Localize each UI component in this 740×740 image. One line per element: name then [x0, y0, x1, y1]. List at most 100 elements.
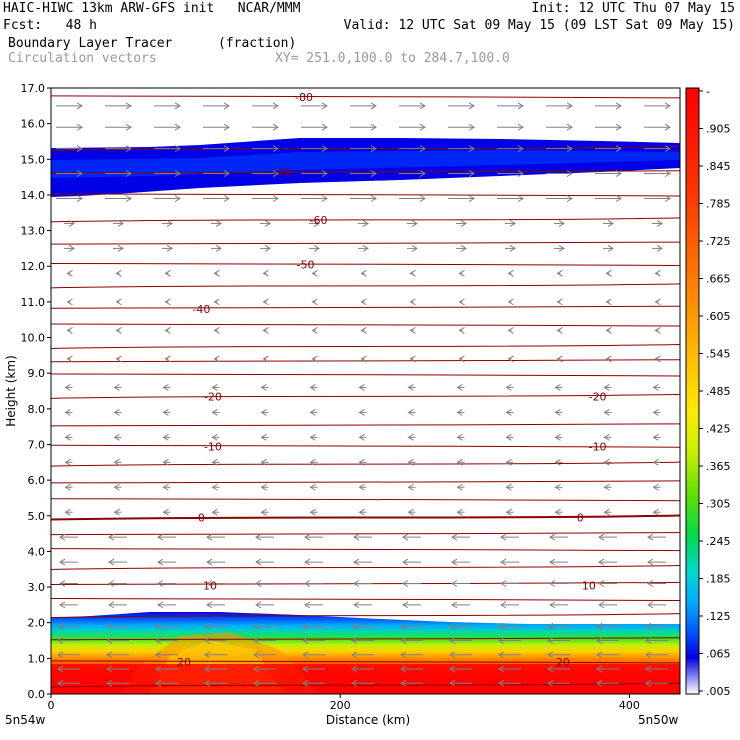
vector-head: [554, 508, 561, 516]
vector-head: [505, 433, 512, 441]
vector-head: [174, 123, 181, 131]
header-line2-left: Fcst: 48 h: [3, 18, 97, 33]
vector-head: [566, 123, 573, 131]
colorbar-tick-label: .665: [706, 273, 731, 286]
vector-head: [164, 326, 171, 334]
vector-head: [456, 384, 463, 391]
vector-head: [108, 558, 115, 566]
contour-line: [51, 217, 680, 223]
vector-head: [603, 433, 610, 441]
vector-head: [351, 679, 358, 687]
y-tick-label: 4.0: [28, 545, 46, 558]
vector-head: [400, 637, 407, 644]
vector-head: [458, 355, 465, 363]
y-tick-label: 7.0: [28, 438, 46, 451]
vector-head: [456, 408, 463, 416]
x-tick-label: 0: [48, 699, 55, 712]
contour-label: -40: [192, 303, 210, 316]
vector-head: [64, 433, 71, 441]
vector-head: [647, 601, 654, 609]
vector-head: [554, 483, 561, 491]
vector-head: [556, 298, 563, 306]
contour-label: -20: [204, 390, 222, 403]
y-tick-label: 10.0: [21, 332, 46, 345]
vector-head: [157, 601, 164, 609]
vector-head: [370, 195, 377, 202]
vector-head: [262, 269, 269, 277]
vector-head: [358, 433, 365, 441]
vector-head: [456, 483, 463, 491]
vector-head: [113, 483, 120, 491]
circulation-vectors: [56, 102, 671, 687]
vector-head: [407, 408, 414, 416]
vector-head: [302, 651, 309, 659]
vector-head: [411, 244, 418, 252]
vector-head: [598, 580, 605, 587]
y-tick-label: 15.0: [21, 153, 46, 166]
vector-head: [125, 170, 132, 177]
vector-head: [321, 195, 328, 202]
vector-head: [174, 195, 181, 202]
vector-head: [59, 580, 66, 587]
vector-head: [211, 483, 218, 491]
y-tick-label: 0.0: [28, 688, 46, 701]
contour-line: [51, 323, 680, 327]
vector-head: [596, 622, 603, 630]
vector-head: [598, 558, 605, 566]
contour-label: -50: [297, 258, 315, 271]
vector-head: [117, 244, 124, 252]
contour-line: [51, 660, 680, 664]
vector-head: [113, 408, 120, 416]
vector-head: [309, 408, 316, 416]
header-line1-left: HAIC-HIWC 13km ARW-GFS init NCAR/MMM: [3, 1, 301, 16]
vector-head: [262, 326, 269, 334]
vector-head: [458, 326, 465, 334]
vector-head: [211, 458, 218, 466]
vector-head: [498, 622, 505, 630]
contour-line: [51, 564, 680, 570]
contour-label: -10: [589, 440, 607, 453]
vector-head: [115, 326, 122, 334]
vector-head: [360, 326, 367, 334]
vector-head: [260, 508, 267, 516]
colorbar-tick-label: .545: [706, 348, 731, 361]
contour-label: -70: [273, 166, 291, 179]
contour-line: [51, 193, 680, 197]
vector-head: [596, 679, 603, 687]
vector-head: [253, 665, 260, 673]
x-end-label: 5n50w: [638, 713, 679, 727]
vector-head: [223, 170, 230, 177]
vector-head: [468, 123, 475, 131]
contour-line: [51, 262, 680, 266]
vector-head: [353, 601, 360, 609]
vector-head: [162, 384, 169, 391]
vector-head: [157, 558, 164, 566]
header-line1-right: Init: 12 UTC Thu 07 May 15: [531, 1, 736, 16]
vector-head: [505, 408, 512, 416]
vector-head: [57, 679, 64, 687]
vector-head: [204, 679, 211, 687]
vector-head: [407, 458, 414, 466]
vector-head: [113, 384, 120, 391]
vector-head: [155, 651, 162, 659]
contour-label: 0: [577, 512, 584, 525]
colorbar: [685, 87, 700, 695]
contour-label: 10: [582, 579, 596, 592]
vector-head: [607, 220, 614, 227]
vector-head: [206, 580, 213, 587]
vector-head: [460, 220, 467, 227]
contour-line: [51, 637, 680, 641]
vector-head: [500, 601, 507, 609]
vector-head: [162, 508, 169, 516]
contour-label: 20: [556, 656, 570, 669]
vector-head: [260, 384, 267, 391]
vector-head: [664, 195, 671, 202]
vector-head: [652, 408, 659, 416]
vector-head: [106, 622, 113, 630]
field-name: Boundary Layer Tracer: [8, 36, 173, 51]
vector-head: [255, 580, 262, 587]
vector-head: [360, 298, 367, 306]
vector-head: [505, 384, 512, 391]
vector-head: [162, 483, 169, 491]
contour-label: -20: [589, 390, 607, 403]
